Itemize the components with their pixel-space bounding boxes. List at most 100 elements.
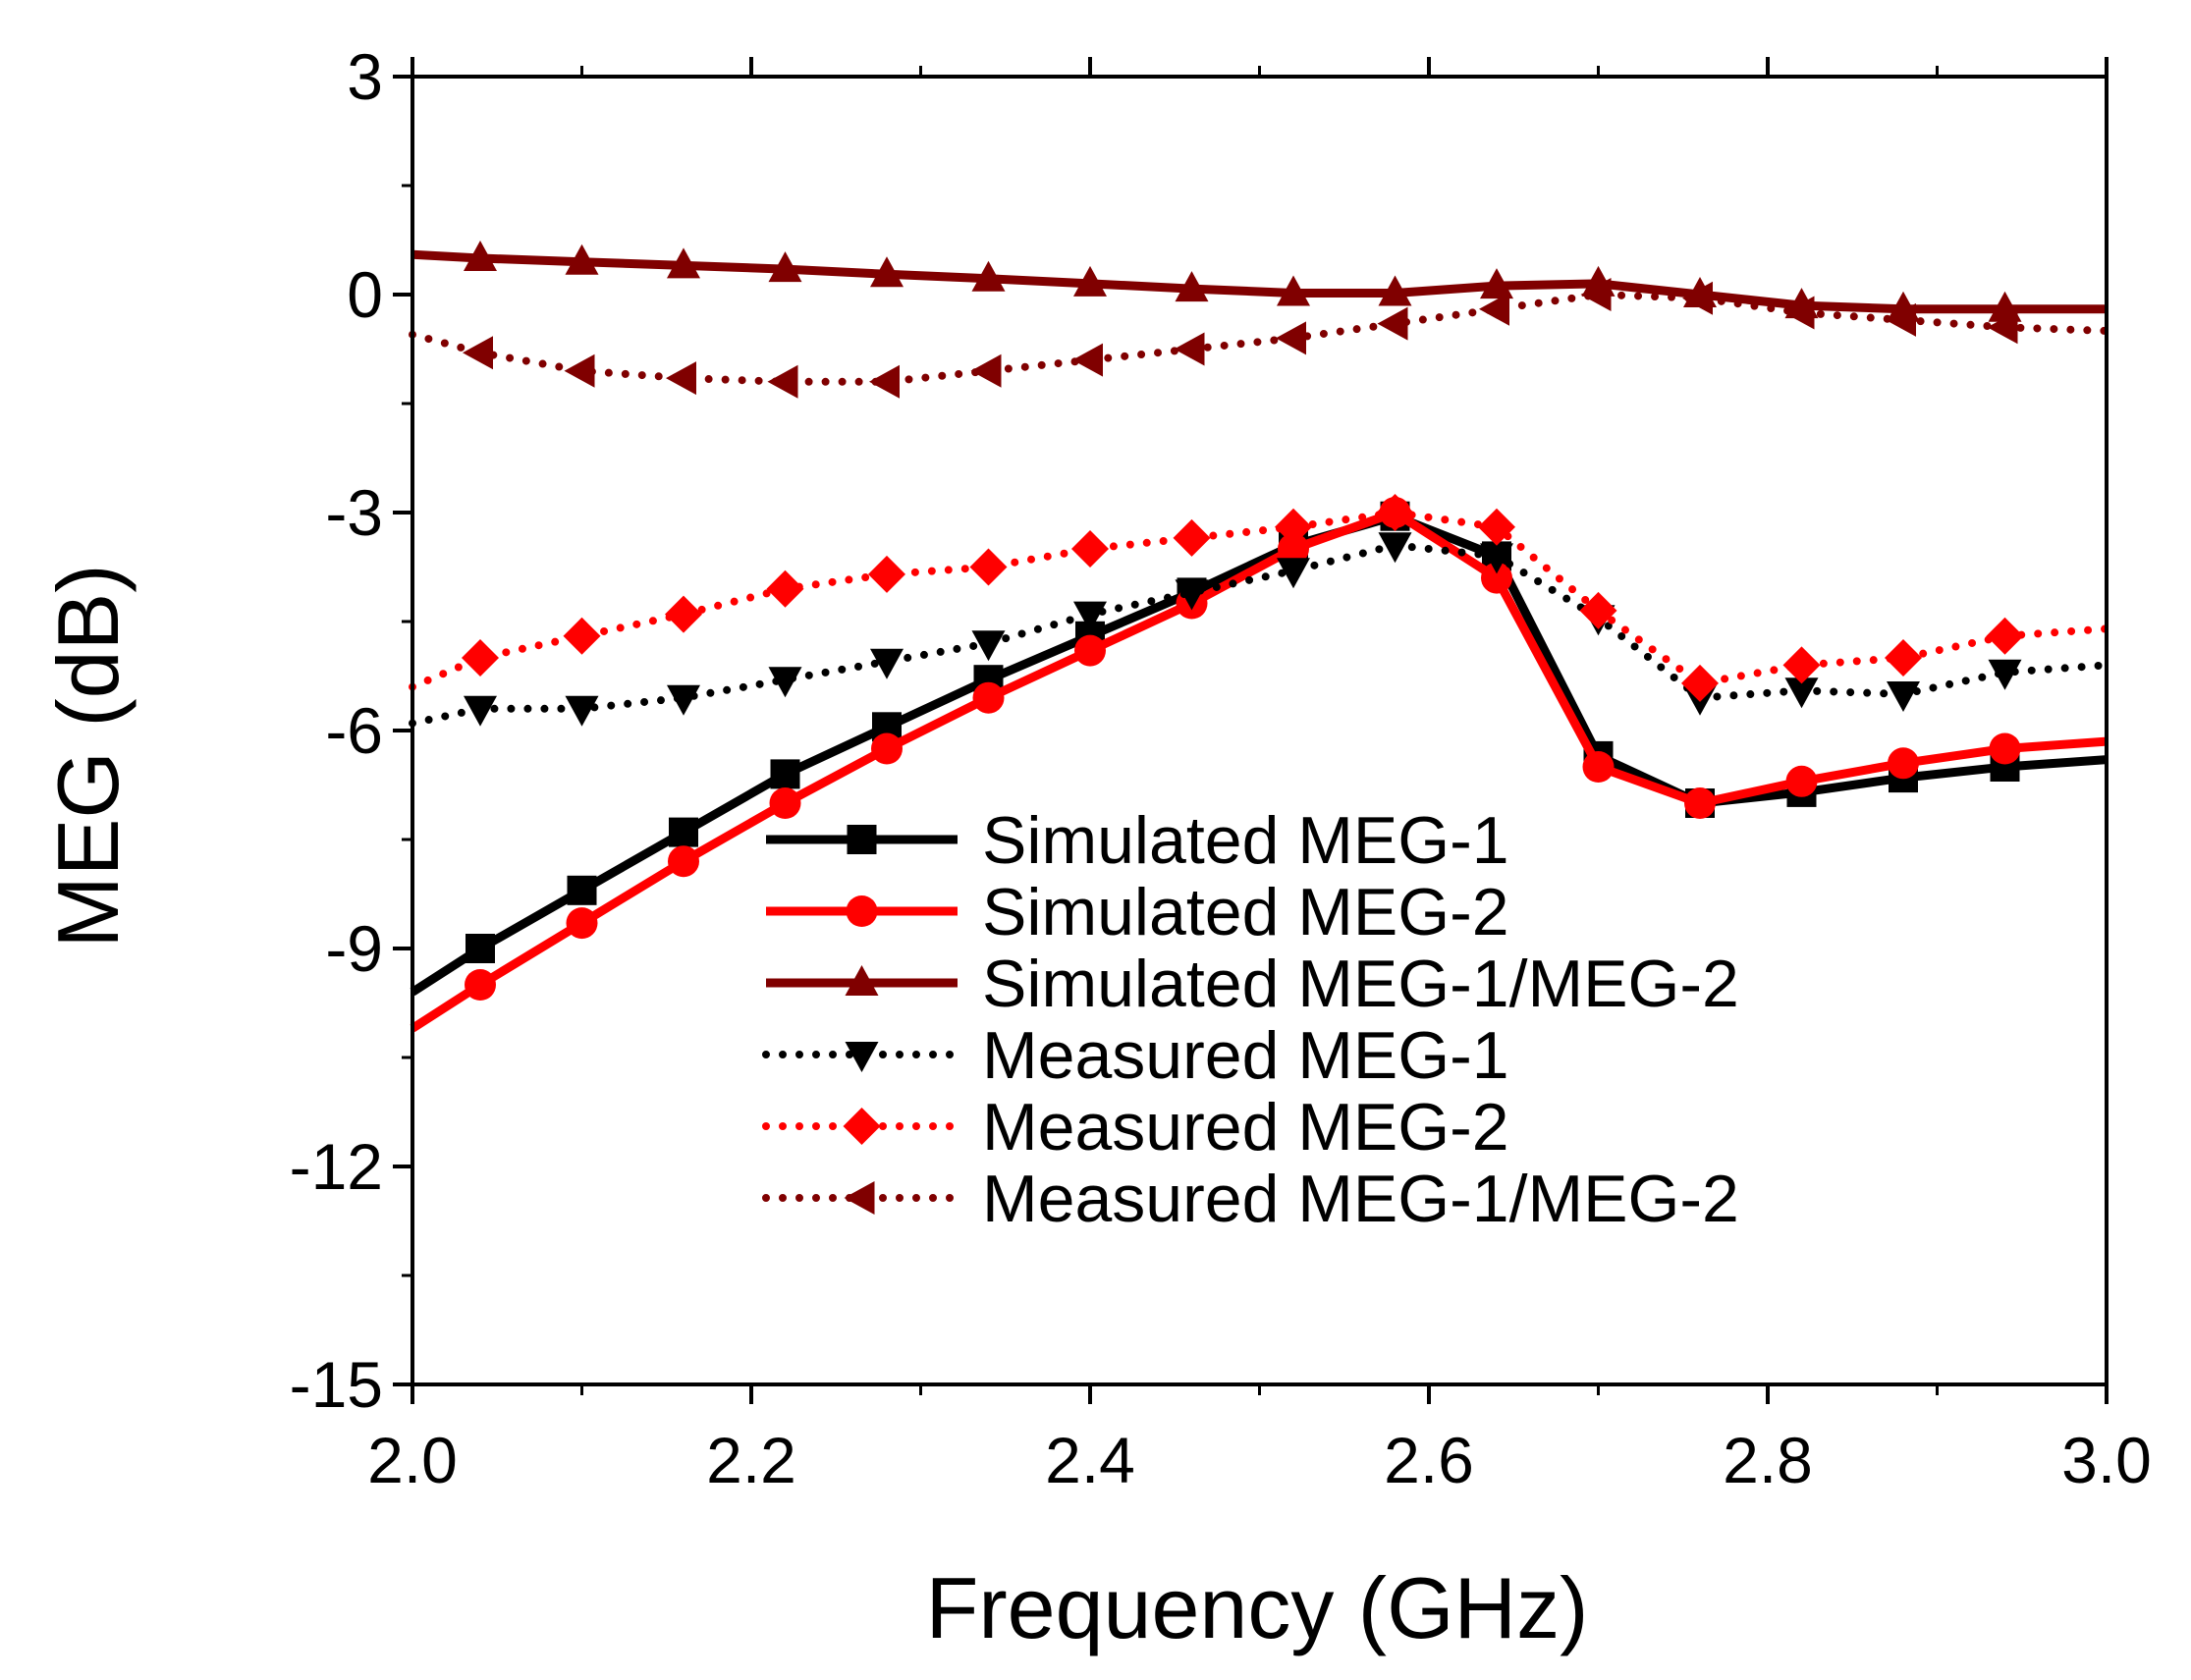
data-point (1988, 659, 2022, 690)
data-point (565, 695, 599, 727)
data-point (1073, 265, 1107, 297)
data-point (464, 695, 497, 727)
axes-layer: 2.0 2.2 2.4 2.6 2.8 3.0 3 0 -3 -6 -9 -12 -15 (290, 40, 2152, 1496)
data-point (1378, 532, 1412, 564)
legend-label: Simulated MEG-2 (982, 875, 1509, 949)
y-axis-title: MEG (dB) (39, 564, 137, 948)
legend-label: Simulated MEG-1 (982, 803, 1509, 878)
data-point (1785, 765, 1818, 797)
legend-label: Simulated MEG-1/MEG-2 (982, 947, 1739, 1021)
data-point (465, 969, 496, 1001)
legend-label: Measured MEG-2 (982, 1090, 1509, 1165)
data-point (1478, 508, 1515, 546)
data-point (567, 875, 597, 905)
data-point (972, 681, 1005, 714)
data-point (1377, 306, 1408, 341)
data-point (1175, 271, 1209, 302)
data-point (466, 934, 495, 963)
x-tick-label: 2.4 (1045, 1424, 1135, 1496)
series-line (410, 508, 2108, 1033)
data-point (563, 617, 601, 655)
data-point (669, 817, 698, 847)
data-point (1579, 591, 1617, 629)
data-point (1580, 278, 1612, 311)
data-point (1783, 296, 1815, 330)
data-point (1682, 281, 1713, 315)
data-point (1174, 332, 1205, 366)
data-point (870, 256, 904, 288)
x-tick-label: 2.0 (367, 1424, 458, 1496)
series-6 (409, 278, 2110, 399)
data-point (1684, 787, 1716, 819)
data-point (1885, 639, 1922, 677)
legend-entry: Simulated MEG-1/MEG-2 (766, 947, 1739, 1021)
data-point (1376, 494, 1414, 531)
data-point (1681, 664, 1719, 702)
x-tick-label: 2.6 (1384, 1424, 1474, 1496)
x-tick-label: 2.2 (706, 1424, 796, 1496)
x-tick-label: 3.0 (2061, 1424, 2152, 1496)
data-point (464, 241, 497, 271)
y-tick-label: 3 (347, 40, 383, 113)
data-point (870, 648, 904, 679)
data-point (871, 732, 903, 765)
legend-entry: Simulated MEG-1 (766, 803, 1509, 878)
data-point (768, 667, 802, 698)
y-tick-label: -15 (290, 1348, 383, 1421)
data-point (1784, 677, 1819, 709)
series-2 (410, 497, 2108, 1033)
data-point (666, 361, 696, 396)
data-point (1277, 558, 1310, 589)
data-point (1378, 275, 1412, 306)
data-point (1989, 732, 2021, 765)
x-tick-label: 2.8 (1723, 1424, 1813, 1496)
legend-entry: Measured MEG-1 (762, 1018, 1509, 1093)
series-line (410, 512, 2108, 997)
legend-label: Measured MEG-1/MEG-2 (982, 1162, 1739, 1236)
legend-marker (843, 1108, 881, 1145)
data-point (768, 251, 802, 283)
data-point (1888, 747, 1919, 780)
series-line (409, 509, 2110, 691)
data-point (566, 907, 598, 940)
data-point (463, 336, 493, 370)
data-point (1986, 617, 2024, 655)
series-4 (409, 532, 2110, 728)
y-tick-label: 0 (347, 258, 383, 331)
data-point (1173, 518, 1211, 557)
data-point (1276, 321, 1306, 355)
data-point (668, 845, 699, 878)
data-point (1072, 343, 1103, 377)
series-5 (409, 494, 2110, 702)
data-point (564, 353, 595, 388)
legend-marker (847, 825, 877, 854)
data-point (969, 548, 1008, 586)
y-tick-label: -6 (325, 694, 383, 767)
data-point (667, 684, 700, 716)
data-point (1480, 543, 1513, 574)
data-point (1481, 562, 1512, 594)
data-point (1886, 302, 1916, 337)
legend-marker (846, 895, 878, 927)
legend-marker (844, 1181, 875, 1215)
legend-marker (845, 1042, 879, 1072)
data-point (1278, 533, 1309, 565)
data-point (868, 555, 905, 593)
data-point (1275, 508, 1312, 546)
series-line (409, 291, 2110, 386)
legend-marker (845, 965, 879, 996)
legend-entry: Measured MEG-1/MEG-2 (762, 1162, 1739, 1236)
data-point (1479, 292, 1509, 326)
x-axis-title: Frequency (GHz) (926, 1559, 1589, 1656)
data-point (665, 595, 702, 633)
series-3 (411, 241, 2107, 322)
data-point (1071, 530, 1109, 568)
data-point (1074, 634, 1106, 667)
series-line (411, 249, 2107, 314)
data-point (565, 244, 599, 275)
data-point (462, 639, 499, 677)
y-tick-label: -9 (325, 912, 383, 985)
data-point (1782, 646, 1821, 684)
data-point (1887, 681, 1920, 712)
